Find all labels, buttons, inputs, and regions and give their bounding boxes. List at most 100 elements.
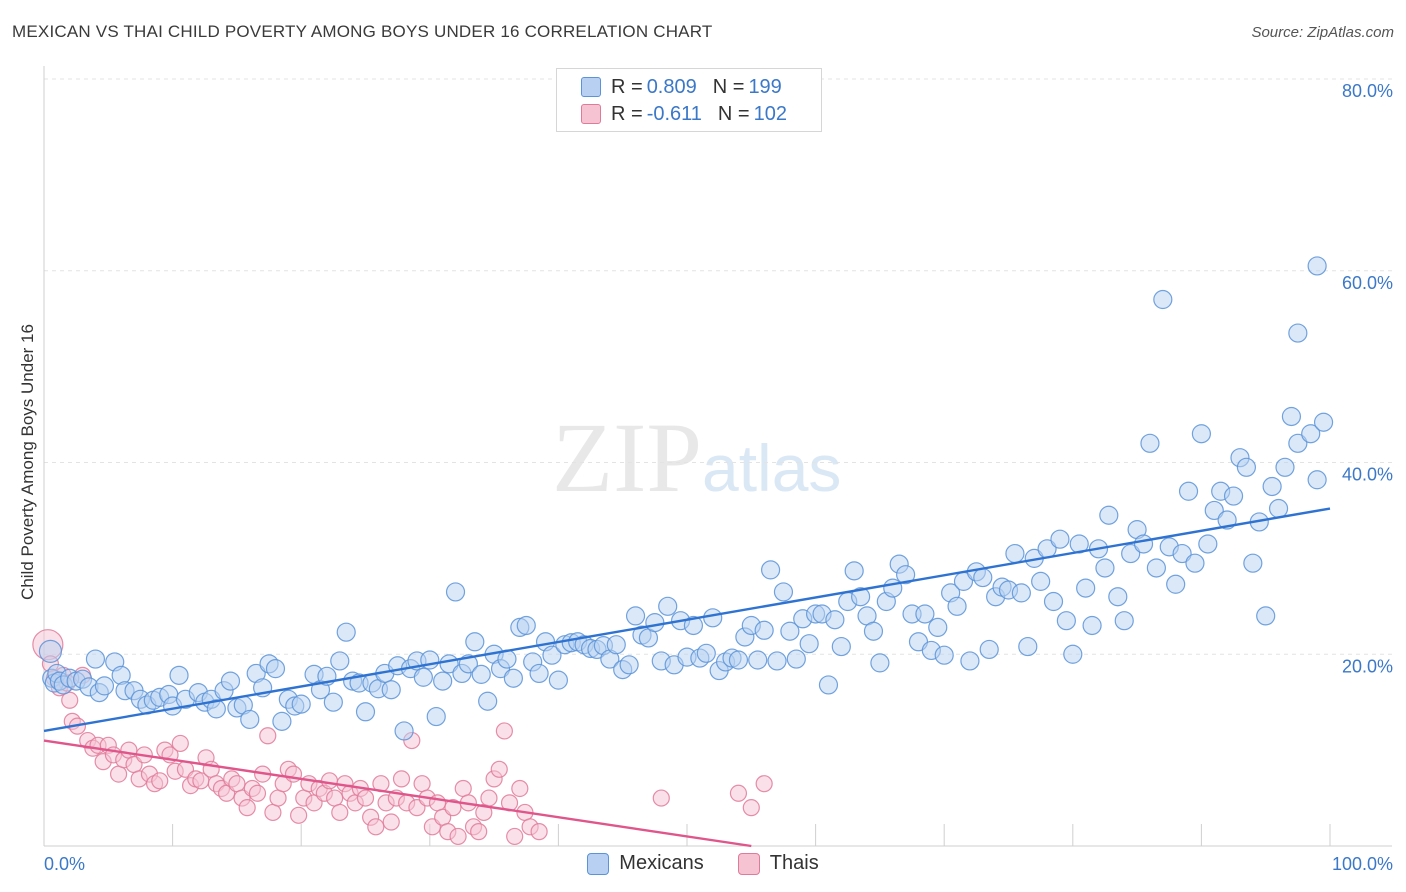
y-tick-label: 60.0% xyxy=(1342,273,1393,293)
legend-swatch-mexicans xyxy=(581,77,601,97)
axis-labels: 20.0% 40.0% 60.0% 80.0% 0.0% 100.0% Child Pove… xyxy=(18,81,1393,874)
mexicans-point xyxy=(206,699,226,719)
mexicans-point xyxy=(1140,433,1160,453)
mexicans-point xyxy=(413,667,433,687)
mexicans-point xyxy=(1018,636,1038,657)
mexicans-point xyxy=(426,706,446,727)
mexicans-point xyxy=(1313,412,1334,432)
trend-lines xyxy=(43,507,1331,848)
thais-point xyxy=(444,799,462,817)
source-credit: Source: ZipAtlas.com xyxy=(1251,24,1394,41)
mexicans-point xyxy=(265,659,286,679)
legend-row-mexicans: R = 0.809 N = 199 xyxy=(581,74,782,100)
mexicans-point xyxy=(381,680,401,700)
mexicans-point xyxy=(1146,558,1166,578)
mexicans-point xyxy=(1056,611,1076,631)
legend-label-mexicans: Mexicans xyxy=(619,852,704,874)
mexicans-point xyxy=(896,565,916,585)
x-tick-label: 100.0% xyxy=(1332,854,1393,874)
mexicans-point xyxy=(754,620,774,640)
thais-point xyxy=(151,772,169,790)
mexicans-point xyxy=(1063,644,1083,664)
y-tick-label: 20.0% xyxy=(1342,656,1393,676)
mexicans-point xyxy=(863,621,884,641)
mexicans-point xyxy=(883,578,903,598)
mexicans-point xyxy=(748,650,768,670)
thais-point xyxy=(413,775,431,793)
mexicans-point xyxy=(1011,583,1031,603)
mexicans-point xyxy=(291,694,311,714)
mexicans-point xyxy=(1288,433,1308,453)
mexicans-point xyxy=(1178,481,1199,501)
legend-swatch-thais xyxy=(737,852,760,875)
mexicans-point xyxy=(1121,543,1141,564)
mexicans-trend-line xyxy=(43,507,1331,733)
mexicans-point xyxy=(979,639,999,660)
legend-n-label: N = xyxy=(717,102,750,125)
thais-point xyxy=(511,779,529,798)
thais-point xyxy=(652,789,670,807)
watermark: ZIPatlas xyxy=(552,400,841,515)
mexicans-point xyxy=(1166,574,1186,594)
mexicans-point xyxy=(169,665,189,685)
legend-label-thais: Thais xyxy=(769,852,819,874)
mexicans-point xyxy=(625,606,646,626)
mexicans-point xyxy=(606,635,626,655)
mexicans-point xyxy=(1076,578,1096,598)
mexicans-point xyxy=(947,596,967,616)
mexicans-point xyxy=(1050,529,1070,549)
legend-r-value: -0.611 xyxy=(646,102,702,125)
mexicans-point xyxy=(548,670,569,690)
thais-point xyxy=(120,741,138,759)
mexicans-point xyxy=(355,702,376,722)
mexicans-point xyxy=(1153,289,1173,310)
mexicans-point xyxy=(1223,486,1244,506)
mexicans-point xyxy=(1185,553,1205,573)
mexicans-point xyxy=(1236,457,1257,477)
chart-title: MEXICAN VS THAI CHILD POVERTY AMONG BOYS… xyxy=(12,22,713,41)
legend-n-value: 199 xyxy=(748,75,782,98)
legend-swatch-mexicans xyxy=(587,852,610,875)
mexicans-point xyxy=(870,653,890,673)
mexicans-point xyxy=(542,645,562,665)
mexicans-point xyxy=(220,671,241,691)
thais-point xyxy=(392,770,411,788)
thais-point xyxy=(454,779,472,798)
mexicans-point xyxy=(94,676,115,696)
thais-point xyxy=(449,827,467,846)
mexicans-point xyxy=(818,675,839,695)
mexicans-point xyxy=(1099,505,1119,525)
mexicans-point xyxy=(1191,424,1212,444)
thais-point xyxy=(171,734,189,753)
mexicans-point xyxy=(934,645,954,665)
mexicans-point xyxy=(433,671,453,691)
mexicans-point xyxy=(760,560,781,580)
mexicans-point xyxy=(394,721,414,741)
mexicans-point xyxy=(928,617,948,638)
y-tick-label: 40.0% xyxy=(1342,465,1393,485)
mexicans-point xyxy=(1198,534,1218,554)
mexicans-point xyxy=(1275,457,1295,477)
mexicans-point xyxy=(445,582,466,602)
legend-item-thais[interactable]: Thais xyxy=(737,852,819,875)
mexicans-point xyxy=(38,639,63,663)
mexicans-point xyxy=(330,651,350,671)
thais-point xyxy=(238,799,256,817)
watermark-atlas: atlas xyxy=(702,431,842,505)
mexicans-point xyxy=(1095,558,1115,578)
y-tick-label: 80.0% xyxy=(1342,81,1393,101)
mexicans-point xyxy=(529,663,549,684)
thais-point xyxy=(742,799,760,817)
mexicans-point xyxy=(619,655,639,675)
thais-point xyxy=(495,722,513,740)
legend-n-value: 102 xyxy=(753,102,787,125)
mexicans-point xyxy=(767,651,787,671)
correlation-legend: R = 0.809 N = 199 R = -0.611 N = 102 xyxy=(556,68,822,132)
mexicans-point xyxy=(1301,424,1321,444)
mexicans-point xyxy=(1281,406,1302,427)
legend-item-mexicans[interactable]: Mexicans xyxy=(587,852,704,875)
legend-row-thais: R = -0.611 N = 102 xyxy=(581,101,787,127)
y-axis-title: Child Poverty Among Boys Under 16 xyxy=(18,324,37,600)
mexicans-point xyxy=(1114,611,1134,631)
